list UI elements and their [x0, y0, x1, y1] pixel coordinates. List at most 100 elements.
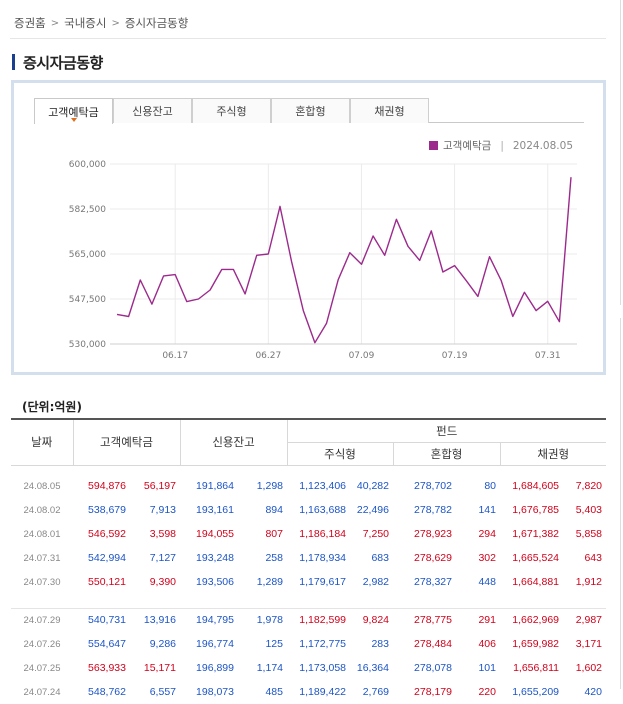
cell-change: 1,912 [575, 576, 602, 588]
chart-tabs: 고객예탁금 신용잔고 주식형 혼합형 채권형 [34, 98, 584, 124]
breadcrumb-item-home[interactable]: 증권홈 [14, 16, 46, 30]
group-separator [11, 594, 606, 609]
cell-value: 278,923 [414, 528, 452, 540]
tab-bond-fund[interactable]: 채권형 [350, 98, 429, 123]
cell-value: 1,665,524 [512, 552, 559, 564]
fund-flow-table: 날짜 고객예탁금 신용잔고 펀드 주식형 혼합형 채권형 24.08.05 594… [11, 418, 606, 704]
tab-label: 신용잔고 [132, 105, 173, 118]
cell-change: 7,250 [362, 528, 389, 540]
cell-change: 1,298 [256, 480, 283, 492]
cell-change: 13,916 [143, 614, 176, 627]
x-tick-label: 06.17 [162, 351, 188, 361]
breadcrumb-item-domestic[interactable]: 국내증시 [64, 16, 107, 30]
tab-mixed-fund[interactable]: 혼합형 [271, 98, 350, 123]
cell-value: 548,762 [88, 686, 126, 698]
cell-change: 2,982 [362, 576, 389, 588]
cell-value: 542,994 [88, 552, 126, 564]
cell-date: 24.07.24 [23, 686, 61, 698]
chart-panel: 고객예탁금 신용잔고 주식형 혼합형 채권형 고객예탁금 | 2024.08.0… [11, 80, 606, 375]
cell-change: 643 [584, 552, 602, 564]
cell-date: 24.07.26 [23, 638, 61, 650]
cell-value: 540,731 [88, 614, 126, 627]
series-line-deposit [116, 177, 572, 344]
cell-value: 196,774 [196, 638, 234, 650]
cell-change: 56,197 [143, 480, 176, 492]
header-stock: 주식형 [286, 442, 393, 466]
cell-change: 894 [265, 504, 283, 516]
cell-change: 3,598 [149, 528, 176, 540]
tab-credit[interactable]: 신용잔고 [113, 98, 192, 123]
cell-change: 7,913 [149, 504, 176, 516]
cell-date: 24.07.31 [23, 552, 61, 564]
cell-value: 193,161 [196, 504, 234, 516]
cell-value: 1,123,406 [299, 480, 346, 492]
header-mixed: 혼합형 [392, 442, 500, 466]
cell-value: 1,664,881 [512, 576, 559, 588]
cell-value: 278,327 [414, 576, 452, 588]
table-row: 24.07.25 563,933 15,171 196,899 1,174 1,173,0… [11, 656, 606, 680]
cell-change: 125 [265, 638, 283, 650]
legend-label: 고객예탁금 [443, 140, 492, 152]
cell-change: 294 [478, 528, 496, 540]
line-chart: 600,000 582,500 565,000 547,500 530,000 06.17… [69, 160, 577, 361]
tab-stock-fund[interactable]: 주식형 [192, 98, 271, 123]
cell-change: 291 [478, 614, 496, 627]
x-tick-label: 07.31 [535, 351, 561, 361]
y-tick-label: 600,000 [69, 160, 106, 170]
cell-value: 1,189,422 [299, 686, 346, 698]
cell-value: 1,676,785 [512, 504, 559, 516]
cell-change: 5,403 [575, 504, 602, 516]
cell-value: 1,659,982 [512, 638, 559, 650]
cell-value: 594,876 [88, 480, 126, 492]
table-row: 24.07.30 550,121 9,390 193,506 1,289 1,179,61… [11, 570, 606, 594]
chevron-right-icon: > [111, 17, 120, 29]
cell-change: 7,127 [149, 552, 176, 564]
cell-date: 24.07.25 [23, 662, 61, 674]
cell-change: 9,390 [149, 576, 176, 588]
cell-value: 198,073 [196, 686, 234, 698]
cell-change: 258 [265, 552, 283, 564]
divider [10, 38, 606, 39]
cell-change: 302 [478, 552, 496, 564]
breadcrumb: 증권홈 > 국내증시 > 증시자금동향 [14, 14, 188, 32]
cell-value: 1,656,811 [513, 662, 559, 674]
cell-value: 191,864 [196, 480, 234, 492]
tab-label: 혼합형 [295, 105, 326, 118]
header-bond: 채권형 [499, 442, 606, 466]
cell-change: 40,282 [356, 480, 389, 492]
cell-value: 278,179 [414, 686, 452, 698]
cell-change: 22,496 [356, 504, 389, 516]
cell-change: 5,858 [575, 528, 602, 540]
cell-change: 9,286 [149, 638, 176, 650]
cell-value: 1,178,934 [299, 552, 346, 564]
tab-label: 주식형 [216, 105, 247, 118]
cell-change: 1,602 [575, 662, 602, 674]
cell-change: 6,557 [149, 686, 176, 698]
y-tick-label: 582,500 [69, 205, 106, 215]
cell-value: 554,647 [88, 638, 126, 650]
cell-value: 1,684,605 [512, 480, 559, 492]
cell-value: 194,055 [196, 528, 234, 540]
cell-value: 538,679 [88, 504, 126, 516]
cell-change: 101 [478, 662, 496, 674]
cell-value: 563,933 [88, 662, 126, 674]
cell-value: 546,592 [88, 528, 126, 540]
chevron-right-icon: > [50, 17, 60, 29]
cell-value: 1,163,688 [299, 504, 346, 516]
y-tick-label: 547,500 [69, 295, 106, 305]
cell-change: 420 [584, 686, 602, 698]
tab-label: 고객예탁금 [48, 105, 99, 119]
cell-value: 278,078 [414, 662, 452, 674]
cell-change: 3,171 [575, 638, 602, 650]
cell-value: 550,121 [88, 576, 126, 588]
cell-value: 278,702 [414, 480, 452, 492]
x-tick-label: 06.27 [255, 351, 281, 361]
cell-value: 1,662,969 [512, 614, 559, 627]
cell-change: 7,820 [575, 480, 602, 492]
cell-change: 141 [478, 504, 496, 516]
cell-value: 278,484 [414, 638, 452, 650]
y-tick-label: 530,000 [69, 340, 106, 350]
table-row: 24.07.26 554,647 9,286 196,774 125 1,172,775 2… [11, 632, 606, 656]
header-fund: 펀드 [286, 418, 606, 443]
tab-deposit[interactable]: 고객예탁금 [34, 98, 113, 124]
